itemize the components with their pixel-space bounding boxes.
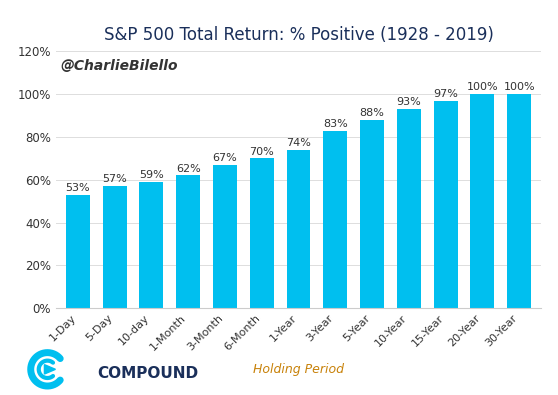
Bar (470, 94, 494, 308)
Bar (213, 165, 237, 308)
Bar (323, 130, 347, 308)
Text: 62%: 62% (176, 164, 200, 174)
Bar (140, 182, 163, 308)
Text: 88%: 88% (360, 108, 384, 118)
Title: S&P 500 Total Return: % Positive (1928 - 2019): S&P 500 Total Return: % Positive (1928 -… (104, 26, 493, 44)
Text: 70%: 70% (249, 147, 274, 156)
Text: 59%: 59% (139, 170, 164, 180)
Text: 74%: 74% (286, 138, 311, 148)
Bar (103, 186, 127, 308)
Text: @CharlieBilello: @CharlieBilello (61, 59, 178, 73)
Text: 100%: 100% (466, 83, 498, 92)
Bar (250, 158, 274, 308)
Bar (434, 101, 458, 308)
Bar (507, 94, 531, 308)
Text: 57%: 57% (102, 175, 127, 184)
Bar (287, 150, 310, 308)
Polygon shape (45, 365, 55, 374)
Text: Holding Period: Holding Period (253, 363, 344, 376)
Bar (360, 120, 384, 308)
Bar (397, 109, 421, 308)
Text: 67%: 67% (213, 153, 237, 163)
Text: 97%: 97% (433, 89, 458, 99)
Text: COMPOUND: COMPOUND (98, 366, 199, 381)
Bar (176, 175, 200, 308)
Text: 83%: 83% (323, 119, 348, 129)
Bar (66, 195, 90, 308)
Text: 53%: 53% (65, 183, 90, 193)
Text: 100%: 100% (503, 83, 535, 92)
Text: 93%: 93% (397, 98, 421, 107)
